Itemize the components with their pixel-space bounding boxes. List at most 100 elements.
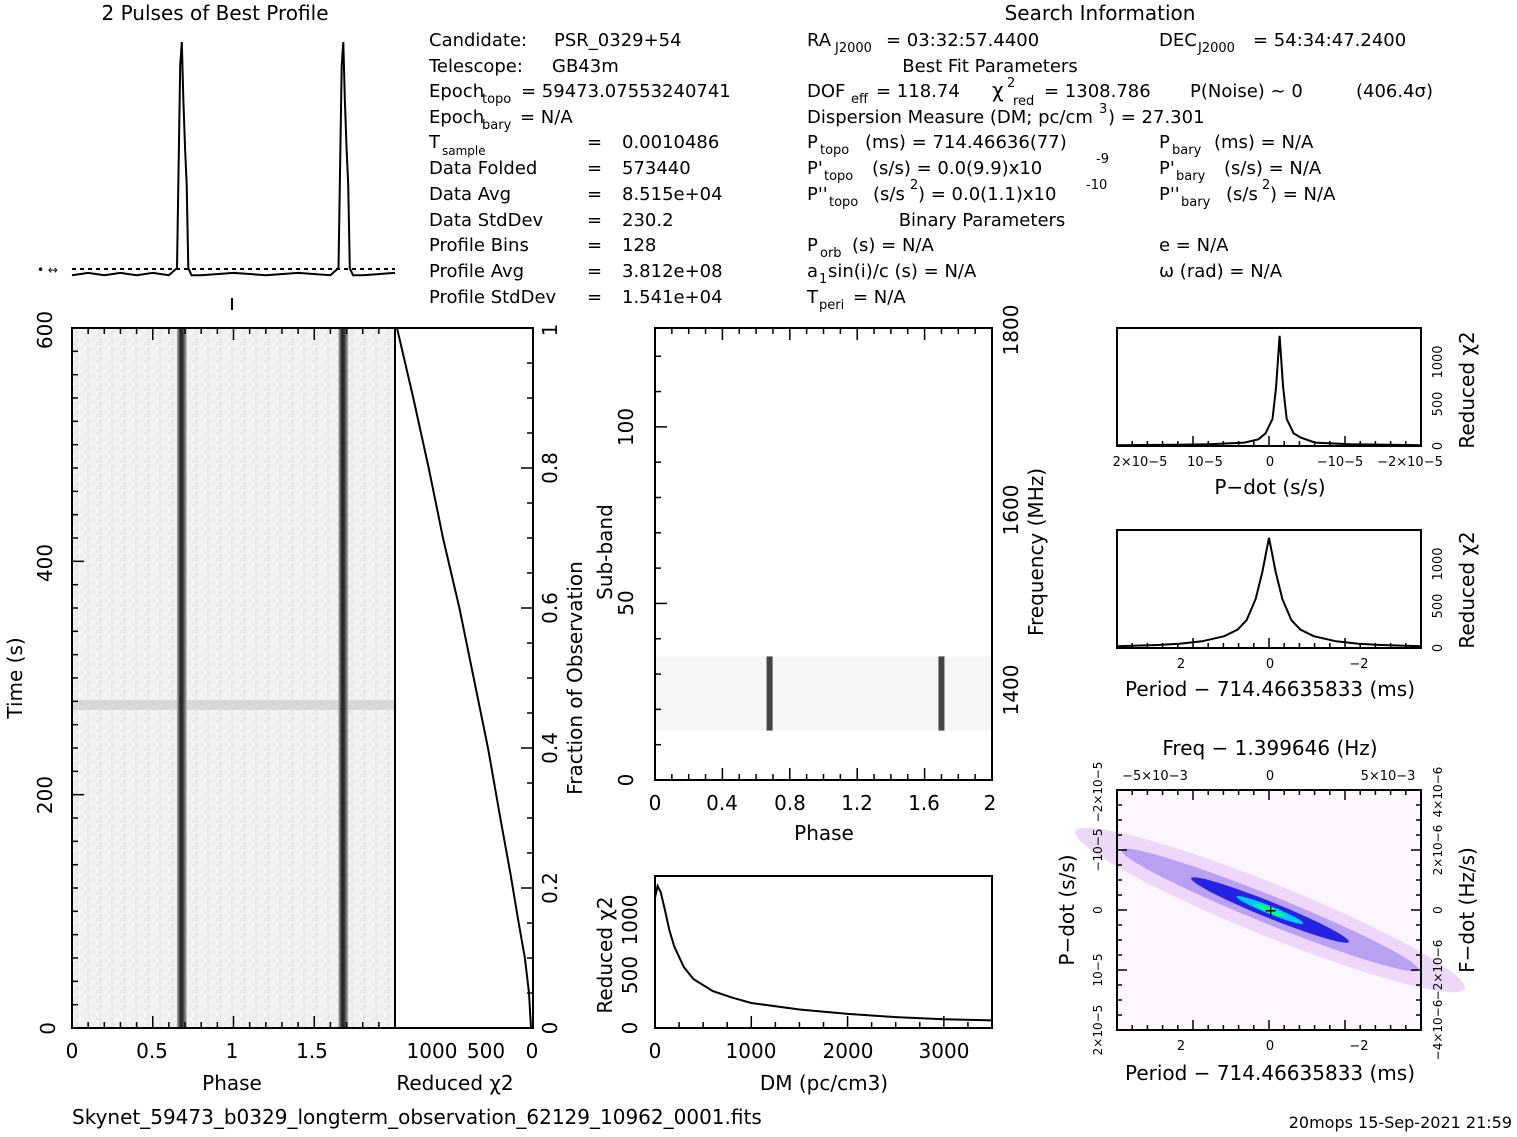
search-a1-value: sin(i)/c (s) = N/A (828, 261, 977, 282)
frac-ytick-1: 1 (538, 324, 562, 337)
search-dof-label: DOF (807, 81, 845, 102)
info-eq-6: = (587, 261, 602, 282)
chi-period-series-line (1116, 537, 1422, 648)
chi-time-xlabel: Reduced χ2 (396, 1071, 513, 1095)
info-epoch-bary-label: Epoch (429, 107, 484, 128)
chi-time-xtick-500: 500 (467, 1039, 505, 1063)
ppdot-y2tick-2: 0 (1431, 906, 1445, 914)
ppdot-ytick-4: −2×10−5 (1091, 762, 1105, 823)
search-pbary-sub: bary (1172, 143, 1202, 158)
time-phase-rfi-band (72, 700, 395, 710)
search-omega: ω (rad) = N/A (1159, 261, 1283, 282)
ppdot-x2tick-1: 0 (1266, 769, 1274, 784)
dm-ylabel: Reduced χ2 (593, 896, 617, 1013)
frac-ytick-0.2: 0.2 (538, 872, 562, 904)
search-title: Search Information (1005, 1, 1196, 25)
info-dataavg-label: Data Avg (429, 184, 511, 205)
info-datastd-value: 230.2 (622, 210, 674, 231)
ppdot-xtick-m2: −2 (1349, 1039, 1368, 1054)
info-epoch-bary-sub: bary (482, 118, 512, 133)
search-pdbary-value: (s/s) = N/A (1224, 158, 1322, 179)
cper-ytick-1000: 1000 (1431, 547, 1446, 580)
chi-pdot-plot: 2×10−5 10−5 0 −10−5 −2×10−5 P−dot (s/s) … (1113, 327, 1479, 499)
info-telescope-value: GB43m (552, 56, 619, 77)
phase-xlabel: Phase (202, 1071, 262, 1095)
chi-time-series-line (396, 327, 532, 1029)
cper-ytick-500: 500 (1431, 594, 1446, 619)
ppdot-x2tick-0: −5×10−3 (1122, 769, 1188, 784)
frac-ytick-0.4: 0.4 (538, 732, 562, 764)
dm-xtick-3000: 3000 (919, 1039, 970, 1063)
info-datastd-label: Data StdDev (429, 210, 544, 231)
info-epoch-topo-label: Epoch (429, 81, 484, 102)
subband-ticks (654, 328, 993, 781)
subband-data-band (656, 656, 991, 731)
chi-period-ticks (1116, 638, 1422, 648)
search-chi-value: = 1308.786 (1044, 81, 1151, 102)
ppdot-title: Freq − 1.399646 (Hz) (1162, 736, 1377, 760)
info-eq-3: = (587, 184, 602, 205)
info-profavg-label: Profile Avg (429, 261, 524, 282)
info-candidate-label: Candidate: (429, 30, 527, 51)
search-pddbary-label: P'' (1159, 184, 1180, 205)
info-profavg-value: 3.812e+08 (622, 261, 723, 282)
info-eq-5: = (587, 235, 602, 256)
ppdot-xtick-0: 0 (1266, 1039, 1274, 1054)
search-chi-label: χ (992, 78, 1004, 102)
frac-ytick-0.8: 0.8 (538, 452, 562, 484)
profile-plot: • ↔ (37, 41, 396, 277)
subband-pulse (938, 656, 945, 731)
chi-dm-frame (654, 875, 993, 1029)
chi-pdot-ticks (1116, 436, 1422, 446)
info-epoch-bary-value: = N/A (520, 107, 573, 128)
info-candidate-value: PSR_0329+54 (554, 30, 682, 51)
info-tsample-value: 0.0010486 (622, 132, 719, 153)
freq-ylabel: Frequency (MHz) (1024, 468, 1048, 636)
ppdot-x2tick-2: 5×10−3 (1361, 769, 1416, 784)
profile-error-marker: • ↔ (37, 263, 58, 277)
chi-period-frame (1116, 529, 1422, 649)
sb-ytick-0: 0 (614, 774, 638, 787)
search-pddtopo-sup: -10 (1086, 178, 1107, 193)
ppdot-ytick-3: −10−5 (1091, 828, 1105, 871)
ppdot-ticks (1116, 789, 1422, 1031)
info-tsample-label: T (428, 132, 441, 153)
frac-ytick-0.6: 0.6 (538, 592, 562, 624)
search-pnoise: P(Noise) ~ 0 (1190, 81, 1303, 102)
search-ptopo-sub: topo (820, 143, 849, 158)
time-phase-pulse-band (338, 328, 349, 1028)
search-ecc: e = N/A (1159, 235, 1229, 256)
search-pddtopo-sub: topo (829, 195, 858, 210)
info-eq-2: = (587, 158, 602, 179)
search-porb-label: P (807, 235, 818, 256)
info-eq-7: = (587, 287, 602, 308)
info-telescope-label: Telescope: (428, 56, 523, 77)
info-dataavg-value: 8.515e+04 (622, 184, 723, 205)
search-tperi-label: T (806, 287, 819, 308)
footer-filename: Skynet_59473_b0329_longterm_observation_… (72, 1105, 762, 1129)
info-datafolded-label: Data Folded (429, 158, 537, 179)
search-pddtopo-label: P'' (807, 184, 828, 205)
search-pddbary-sup2: 2 (1262, 178, 1270, 193)
search-dof-value: = 118.74 (876, 81, 960, 102)
search-dm-label: Dispersion Measure (DM; pc/cm (807, 107, 1093, 128)
chi-dm-plot: 0 1000 2000 3000 DM (pc/cm3) 0 500 1000 … (593, 875, 993, 1095)
search-tperi-sub: peri (819, 298, 844, 313)
info-block: Candidate: PSR_0329+54 Telescope: GB43m … (428, 30, 731, 308)
sb-xlabel: Phase (794, 821, 854, 845)
search-dof-sub: eff (851, 92, 869, 107)
subband-phase-plot: 0 0.4 0.8 1.2 1.6 2 Phase 0 50 100 Sub-b… (593, 305, 1048, 845)
search-dec-sub: J2000 (1197, 41, 1235, 56)
binary-title: Binary Parameters (899, 210, 1066, 231)
bestfit-title: Best Fit Parameters (902, 56, 1077, 77)
sb-xtick-0.4: 0.4 (706, 791, 738, 815)
search-pdtopo-label: P' (807, 158, 823, 179)
phase-xtick-0: 0 (66, 1039, 79, 1063)
frac-ytick-0: 0 (538, 1022, 562, 1035)
dm-ytick-0: 0 (618, 1022, 642, 1035)
phase-xtick-1.5: 1.5 (296, 1039, 328, 1063)
subband-pulse (766, 656, 773, 731)
pdot-xtick-2: 0 (1266, 455, 1274, 470)
